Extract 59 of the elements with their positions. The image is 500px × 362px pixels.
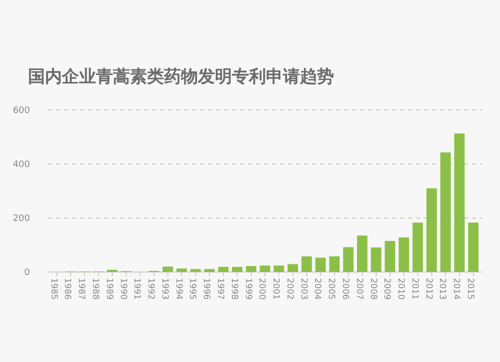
chart-title: 国内企业青蒿素类药物发明专利申请趋势 bbox=[28, 67, 334, 87]
x-tick-label: 2010 bbox=[396, 278, 406, 300]
x-tick-label: 2014 bbox=[451, 278, 462, 300]
bar bbox=[468, 222, 479, 272]
y-tick-label: 0 bbox=[24, 268, 30, 278]
x-tick-label: 2007 bbox=[354, 278, 364, 300]
x-tick-label: 1993 bbox=[159, 278, 170, 300]
x-tick-label: 1995 bbox=[187, 278, 198, 300]
x-tick-label: 2006 bbox=[340, 278, 350, 300]
bar bbox=[260, 266, 270, 272]
bar bbox=[315, 258, 326, 272]
bar bbox=[343, 247, 354, 272]
bar bbox=[370, 247, 382, 272]
bar bbox=[162, 266, 173, 272]
x-tick-label: 2015 bbox=[464, 278, 475, 300]
bar bbox=[204, 269, 215, 272]
x-tick-label: 1991 bbox=[132, 278, 142, 300]
x-tick-label: 2013 bbox=[437, 278, 448, 300]
bar bbox=[232, 266, 242, 272]
x-tick-label: 2002 bbox=[284, 278, 294, 300]
x-tick-label: 1989 bbox=[104, 278, 114, 300]
bar bbox=[288, 264, 298, 272]
x-tick-label: 1997 bbox=[215, 278, 226, 300]
x-tick-label: 1988 bbox=[90, 278, 100, 300]
bar bbox=[454, 133, 465, 272]
bar bbox=[440, 152, 451, 272]
x-tick-label: 2011 bbox=[409, 278, 420, 300]
bar bbox=[176, 268, 187, 272]
y-tick-label: 200 bbox=[12, 214, 30, 224]
x-tick-label: 1992 bbox=[146, 278, 156, 300]
bar bbox=[274, 266, 284, 272]
bar bbox=[218, 266, 229, 272]
x-tick-label: 1990 bbox=[118, 278, 128, 300]
x-tick-label: 1987 bbox=[76, 278, 86, 300]
bar bbox=[426, 188, 437, 272]
bar bbox=[357, 236, 368, 272]
x-tick-label: 2012 bbox=[423, 278, 434, 300]
x-tick-label: 2009 bbox=[382, 278, 392, 300]
x-tick-label: 2001 bbox=[270, 278, 281, 300]
bar bbox=[329, 256, 340, 272]
x-tick-label: 1994 bbox=[173, 278, 184, 300]
x-tick-label: 2000 bbox=[256, 278, 267, 300]
y-tick-label: 400 bbox=[12, 160, 30, 170]
bar bbox=[246, 266, 256, 272]
bar bbox=[412, 222, 423, 272]
bar bbox=[398, 237, 410, 272]
x-tick-label: 2004 bbox=[312, 278, 322, 300]
bar bbox=[190, 269, 201, 272]
bar bbox=[301, 256, 312, 272]
x-tick-label: 1999 bbox=[242, 278, 253, 300]
y-tick-label: 600 bbox=[12, 106, 30, 116]
x-tick-label: 2003 bbox=[298, 278, 308, 300]
x-tick-label: 2008 bbox=[368, 278, 378, 300]
x-tick-label: 1986 bbox=[62, 278, 72, 300]
x-tick-label: 1998 bbox=[228, 278, 239, 300]
x-tick-label: 1985 bbox=[48, 278, 58, 300]
bar bbox=[384, 240, 396, 272]
x-tick-label: 2005 bbox=[326, 278, 336, 300]
x-tick-label: 1996 bbox=[201, 278, 212, 300]
